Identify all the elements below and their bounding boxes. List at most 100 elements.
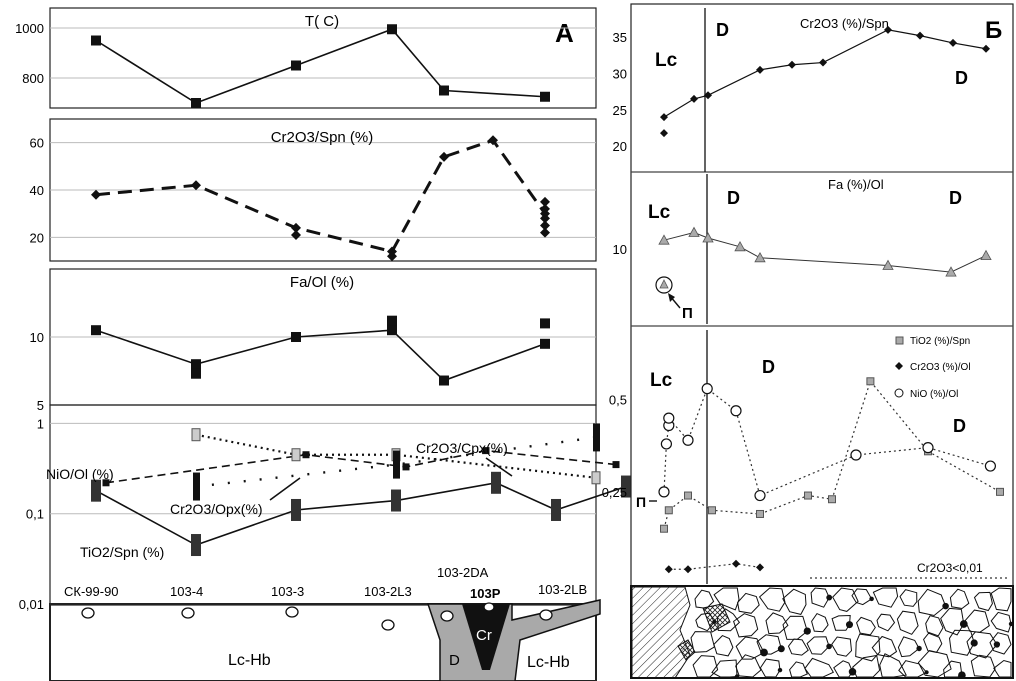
zone-label-d: D <box>949 188 962 208</box>
data-point <box>756 563 764 572</box>
data-point <box>730 405 742 417</box>
mineral-grain <box>966 631 998 659</box>
pi-label: П <box>636 494 646 510</box>
mineral-grain <box>716 608 741 632</box>
data-point <box>684 565 692 574</box>
mineral-grain <box>876 613 896 632</box>
mineral-grain <box>711 659 738 678</box>
sample-label: 103-2DA <box>437 565 489 580</box>
right-panel-B: Б Lc D D Lc D D Lc D D 20 25 30 35 Cr2O3 (%)… <box>602 3 1014 680</box>
data-point <box>540 220 550 231</box>
mineral-grain <box>897 636 920 658</box>
data-bar <box>593 423 600 452</box>
sample-marker <box>381 619 395 631</box>
section-label-lc-hb-right: Lc-Hb <box>527 654 570 671</box>
data-point <box>949 38 957 47</box>
series-line <box>663 380 1001 529</box>
data-bar <box>191 428 201 442</box>
mineral-grain <box>925 615 944 637</box>
cr2o3-spn-chart: 20 40 60 Cr2O3/Spn (%) <box>30 129 596 262</box>
data-point <box>91 189 101 200</box>
mineral-grain <box>949 588 970 610</box>
mineral-grain <box>948 629 975 656</box>
data-bar <box>491 471 501 494</box>
opaque-inclusion <box>845 621 854 629</box>
mineral-grain <box>973 591 993 612</box>
data-point <box>819 58 827 67</box>
mineral-grain <box>806 636 830 655</box>
legend-tio2-label: TiO2 (%)/Spn <box>910 336 970 347</box>
data-bar <box>291 498 301 521</box>
panel-letter-a: А <box>555 18 574 48</box>
data-point <box>850 449 862 461</box>
data-point <box>387 325 397 336</box>
mineral-grain <box>804 657 835 678</box>
opaque-inclusion <box>803 627 811 635</box>
zone-label-d: D <box>727 188 740 208</box>
sample-marker <box>181 607 195 619</box>
mineral-grain <box>993 659 1012 678</box>
data-point <box>291 60 301 71</box>
y-tick-label: 35 <box>613 30 627 45</box>
mineral-grain <box>851 588 873 606</box>
data-point <box>191 98 201 108</box>
temperature-line <box>95 28 546 104</box>
mineral-grain <box>695 612 715 632</box>
y-tick-label: 0,5 <box>609 393 627 408</box>
geological-section: Lc-Hb D Cr Lc-Hb <box>49 599 601 681</box>
cr2o3-line <box>663 29 987 118</box>
section-label-lc-hb-left: Lc-Hb <box>228 652 271 669</box>
y-tick-label: 20 <box>613 139 627 154</box>
series-label-opx: Cr2O3/Opx(%) <box>170 501 263 517</box>
data-point <box>291 332 301 342</box>
series-label-tio2: TiO2/Spn (%) <box>80 544 164 560</box>
data-point <box>980 249 992 261</box>
data-point <box>704 91 712 100</box>
data-bar <box>393 450 400 479</box>
thin-section-image <box>630 585 1014 680</box>
mineral-grain <box>833 660 854 678</box>
legend-cr2o3-marker <box>895 362 903 370</box>
series-line <box>668 563 761 570</box>
pi-arrow-head <box>668 293 675 302</box>
mineral-grain <box>810 587 830 608</box>
data-point <box>663 412 675 424</box>
y-tick-label: 10 <box>30 330 44 345</box>
mineral-grain <box>765 612 789 635</box>
data-point <box>540 227 550 238</box>
opaque-inclusion <box>848 668 857 676</box>
right-oxides-chart: 0,25 0,5 <box>602 377 1010 579</box>
data-point <box>684 491 692 500</box>
mineral-grain <box>758 587 786 612</box>
section-label-d: D <box>449 652 460 669</box>
data-point <box>916 31 924 40</box>
data-point <box>702 232 714 243</box>
mineral-grain <box>871 635 898 658</box>
series-line <box>105 449 617 484</box>
sample-marker <box>440 610 454 622</box>
opaque-inclusion <box>970 639 978 647</box>
data-point <box>754 251 766 263</box>
mineral-grain <box>789 661 808 678</box>
data-point <box>866 377 875 386</box>
opaque-inclusion <box>916 645 922 652</box>
sample-marker <box>285 606 299 618</box>
log-oxides-chart: 0,01 0,1 1 NiO/Ol (%) TiO2/Spn (%) Cr2O3/Opx(… <box>19 416 631 612</box>
data-point <box>658 234 670 245</box>
mineral-grain <box>811 612 829 633</box>
mineral-grain <box>759 658 781 678</box>
legend-cr2o3-label: Cr2O3 (%)/Ol <box>910 362 971 373</box>
data-point <box>540 203 550 214</box>
data-point <box>734 240 746 252</box>
data-point <box>882 259 894 270</box>
fa-ol-line <box>663 231 987 273</box>
right-fa-ol-chart: 10 Fa (%)/Ol <box>613 177 992 277</box>
mineral-grain <box>831 636 853 657</box>
mineral-grain <box>872 587 899 608</box>
opaque-inclusion <box>826 643 832 650</box>
data-bar <box>91 479 101 502</box>
y-tick-label: 1 <box>37 416 44 431</box>
chart-title: Fa (%)/Ol <box>828 177 884 192</box>
sample-label: 103-2LB <box>538 582 587 597</box>
data-point <box>732 559 740 568</box>
